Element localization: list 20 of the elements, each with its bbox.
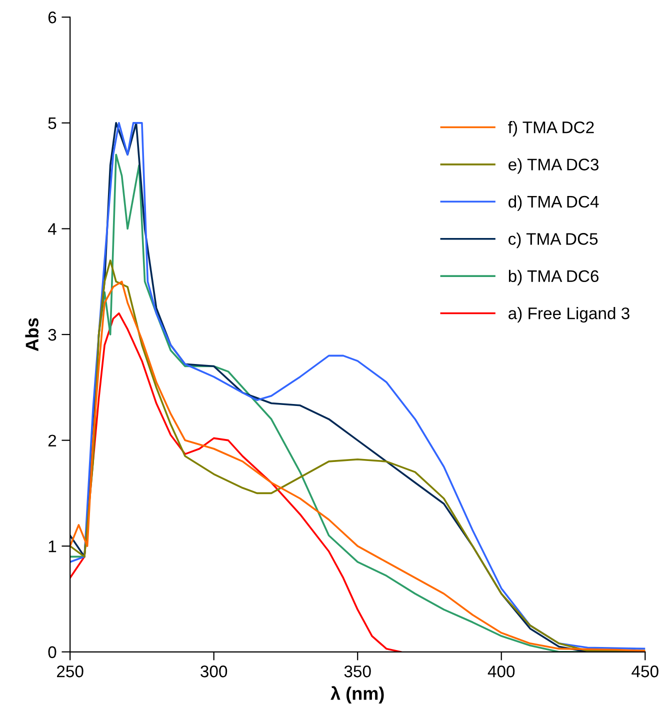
x-tick-label: 450: [632, 666, 658, 678]
y-axis-title: Abs: [25, 318, 38, 352]
legend-label: c) TMA DC5: [508, 232, 598, 248]
legend-label: a) Free Ligand 3: [508, 307, 630, 323]
y-tick-label: 1: [48, 540, 56, 552]
y-tick-label: 3: [48, 328, 56, 341]
x-axis-title: λ (nm): [330, 686, 384, 704]
y-tick-label: 5: [48, 118, 56, 130]
y-tick-label: 4: [48, 223, 56, 235]
legend-label: e) TMA DC3: [508, 158, 599, 174]
x-tick-label: 300: [200, 666, 228, 678]
y-tick-label: 0: [48, 646, 56, 658]
x-tick-label: 350: [344, 666, 371, 678]
legend-label: b) TMA DC6: [508, 270, 599, 286]
x-tick-label: 250: [57, 666, 84, 678]
y-tick-label: 6: [48, 12, 56, 24]
legend-label: f) TMA DC2: [508, 121, 594, 137]
y-tick-label: 2: [48, 434, 56, 446]
legend-label: d) TMA DC4: [508, 195, 599, 211]
x-tick-label: 400: [488, 666, 515, 678]
